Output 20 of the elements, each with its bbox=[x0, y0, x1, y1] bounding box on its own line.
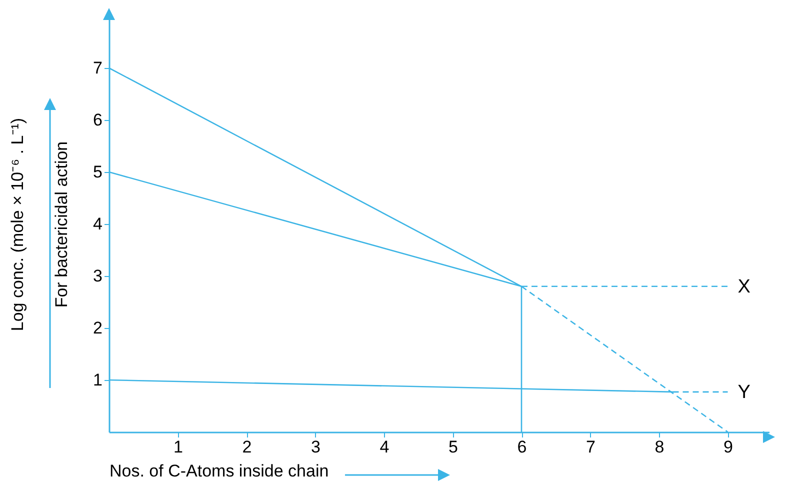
x-tick-label: 2 bbox=[242, 438, 252, 456]
x-tick-label: 5 bbox=[448, 438, 458, 456]
x-tick-label: 8 bbox=[654, 438, 664, 456]
x-tick-label: 1 bbox=[174, 438, 183, 456]
x-tick-label: 9 bbox=[724, 438, 733, 456]
y-tick-label: 7 bbox=[93, 58, 102, 78]
x-tick-label: 3 bbox=[311, 438, 320, 456]
y-tick-label: 6 bbox=[93, 110, 102, 130]
series-label: Y bbox=[738, 382, 751, 403]
series-label: X bbox=[738, 276, 751, 298]
y-tick-label: 4 bbox=[93, 214, 102, 234]
x-tick-label: 6 bbox=[517, 438, 527, 456]
y-tick-label: 2 bbox=[93, 318, 102, 338]
x-tick-label: 4 bbox=[380, 438, 390, 456]
y-tick-label: 3 bbox=[93, 266, 102, 286]
y-tick-label: 1 bbox=[93, 370, 102, 390]
x-tick-label: 7 bbox=[586, 438, 596, 456]
y-tick-label: 5 bbox=[93, 162, 102, 182]
x-axis-title: Nos. of C-Atoms inside chain bbox=[110, 462, 329, 480]
text: Log conc. (mole × 10⁻⁶ . L⁻¹) For bactericidal action bbox=[8, 118, 72, 332]
